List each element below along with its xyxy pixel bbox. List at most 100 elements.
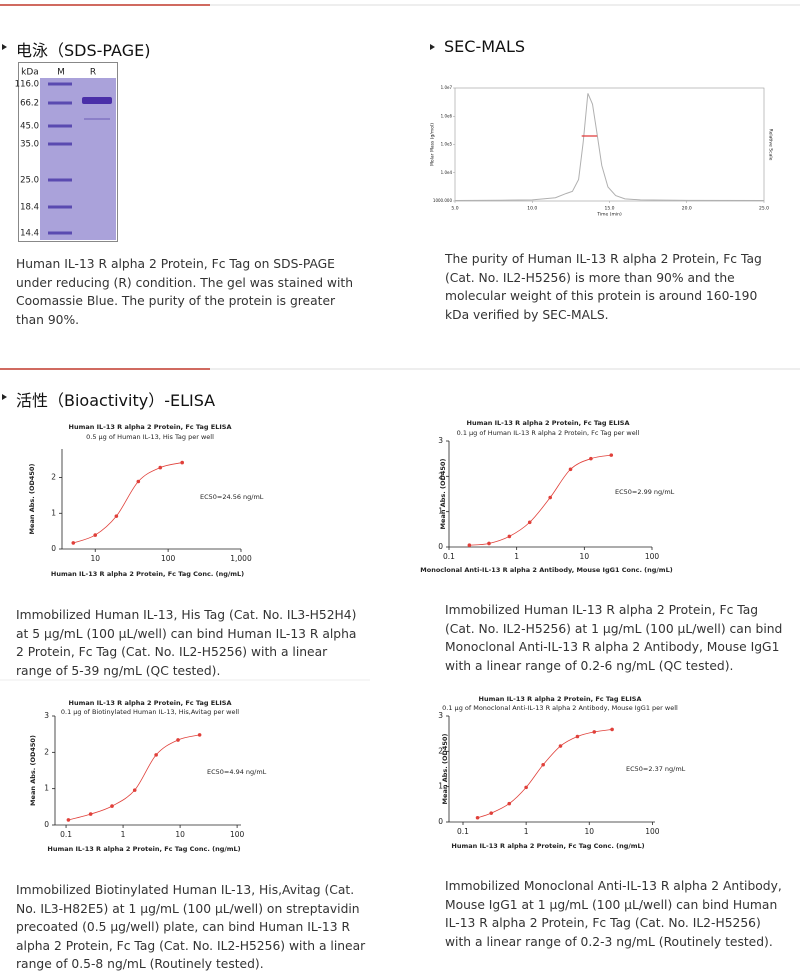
data-point <box>176 738 180 742</box>
section-heading: SEC-MALS <box>430 37 525 56</box>
marker-label: 25.0 <box>20 176 39 186</box>
data-point <box>197 733 202 737</box>
y-tick-label: 0 <box>438 817 443 826</box>
marker-label: 116.0 <box>15 80 39 90</box>
chart-subtitle: 0.5 μg of Human IL-13, His Tag per well <box>86 433 214 441</box>
data-point <box>548 495 552 500</box>
x-tick-label: 1 <box>524 827 529 836</box>
chart-title: Human IL-13 R alpha 2 Protein, Fc Tag EL… <box>479 695 642 703</box>
data-point <box>568 467 573 472</box>
sample-band <box>82 97 112 104</box>
x-tick-label: 10 <box>584 827 594 836</box>
x-tick-label: 100 <box>230 830 245 839</box>
x-axis-label: Time (min) <box>596 212 622 218</box>
marker-label: 18.4 <box>20 203 39 213</box>
section-heading: 电泳（SDS-PAGE) <box>2 37 150 61</box>
x-tick-label: 25.0 <box>759 206 769 212</box>
y-axis-label: Molar Mass (g/mol) <box>430 123 436 166</box>
sec-panel <box>420 80 776 212</box>
x-tick-label: 100 <box>645 827 660 836</box>
chart-title: Human IL-13 R alpha 2 Protein, Fc Tag EL… <box>69 699 232 707</box>
data-point <box>66 818 71 822</box>
x-tick-label: 15.0 <box>604 206 614 212</box>
caption: Immobilized Biotinylated Human IL-13, Hi… <box>16 883 366 971</box>
y-tick-label: 1 <box>438 507 443 516</box>
marker-band <box>48 101 72 105</box>
x-axis-label: Human IL-13 R alpha 2 Protein, Fc Tag Co… <box>451 842 644 850</box>
caption: Immobilized Human IL-13 R alpha 2 Protei… <box>445 603 783 673</box>
data-point <box>489 811 494 815</box>
data-point <box>592 730 597 734</box>
data-point <box>110 804 114 808</box>
data-point <box>132 788 137 792</box>
y-axis-label: Mean Abs. (OD450) <box>29 735 37 806</box>
data-point <box>88 812 93 816</box>
x-axis-label: Human IL-13 R alpha 2 Protein, Fc Tag Co… <box>51 570 244 578</box>
caption: Human IL-13 R alpha 2 Protein, Fc Tag on… <box>16 257 354 327</box>
data-point <box>467 543 472 548</box>
x-tick-label: 0.1 <box>443 552 455 561</box>
x-tick-label: 5.0 <box>451 206 458 212</box>
marker-band <box>48 142 72 146</box>
data-point <box>136 479 141 484</box>
marker-label: 14.4 <box>20 229 39 239</box>
marker-label: 35.0 <box>20 140 39 150</box>
y-tick-label: 2 <box>51 473 56 482</box>
fit-curve <box>73 462 183 544</box>
marker-label: 45.0 <box>20 122 39 132</box>
x-tick-label: 1,000 <box>230 554 252 563</box>
series-line <box>454 93 765 201</box>
y-tick-label: 1000.000 <box>433 198 453 203</box>
caption: Immobilized Monoclonal Anti-IL-13 R alph… <box>445 879 782 949</box>
x-tick-label: 0.1 <box>457 827 469 836</box>
data-point <box>527 520 532 525</box>
y-tick-label: 1 <box>438 782 443 791</box>
gel-lane-label: M <box>57 68 65 78</box>
marker-band <box>48 82 72 86</box>
x-axis-label: Human IL-13 R alpha 2 Protein, Fc Tag Co… <box>47 845 240 853</box>
data-point <box>93 533 98 537</box>
data-point <box>507 534 512 539</box>
y-tick-label: 2 <box>438 746 443 755</box>
gel-image <box>40 78 116 240</box>
data-point <box>589 456 593 461</box>
x-tick-label: 1 <box>121 830 126 839</box>
data-point <box>609 453 614 457</box>
y-axis-label: Mean Abs. (OD450) <box>441 734 449 805</box>
x-tick-label: 10 <box>90 554 100 563</box>
x-tick-label: 10 <box>175 830 185 839</box>
annotation: EC50=4.94 ng/mL <box>207 768 267 776</box>
chart-subtitle: 0.1 μg of Monoclonal Anti-IL-13 R alpha … <box>442 704 678 712</box>
x-tick-label: 1 <box>514 552 519 561</box>
data-point <box>180 460 184 465</box>
annotation: EC50=2.99 ng/mL <box>615 488 675 496</box>
marker-label: 66.2 <box>20 99 39 109</box>
x-tick-label: 100 <box>161 554 176 563</box>
y2-axis-label: Relative Scale <box>768 129 774 161</box>
y-tick-label: 1 <box>51 508 56 517</box>
y-axis-label: Mean Abs. (OD450) <box>28 464 36 535</box>
data-point <box>475 815 480 820</box>
y-tick-label: 1 <box>44 784 49 793</box>
y-tick-label: 1.0e5 <box>441 142 453 147</box>
x-tick-label: 10.0 <box>527 206 537 212</box>
y-tick-label: 0 <box>44 820 49 829</box>
y-tick-label: 3 <box>438 711 443 720</box>
chart-subtitle: 0.1 μg of Human IL-13 R alpha 2 Protein,… <box>457 429 640 437</box>
gel-annotations: kDa M R 116.0 66.2 45.0 35.0 25.0 18.4 14.4 <box>15 68 112 239</box>
marker-band <box>48 124 72 128</box>
y-axis-label: Mean Abs. (OD450) <box>439 459 447 530</box>
gel-lane-label: kDa <box>21 68 39 78</box>
y-tick-label: 2 <box>438 471 443 480</box>
y-tick-label: 0 <box>51 544 56 553</box>
fit-curve <box>68 734 200 821</box>
data-point <box>524 785 528 790</box>
data-point <box>610 727 614 732</box>
marker-band <box>48 231 72 235</box>
caption: Immobilized Human IL-13, His Tag (Cat. N… <box>16 608 357 678</box>
section-heading: 活性（Bioactivity）-ELISA <box>2 387 215 411</box>
annotation: EC50=24.56 ng/mL <box>200 493 264 501</box>
data-point <box>487 541 491 546</box>
data-point <box>558 744 563 748</box>
